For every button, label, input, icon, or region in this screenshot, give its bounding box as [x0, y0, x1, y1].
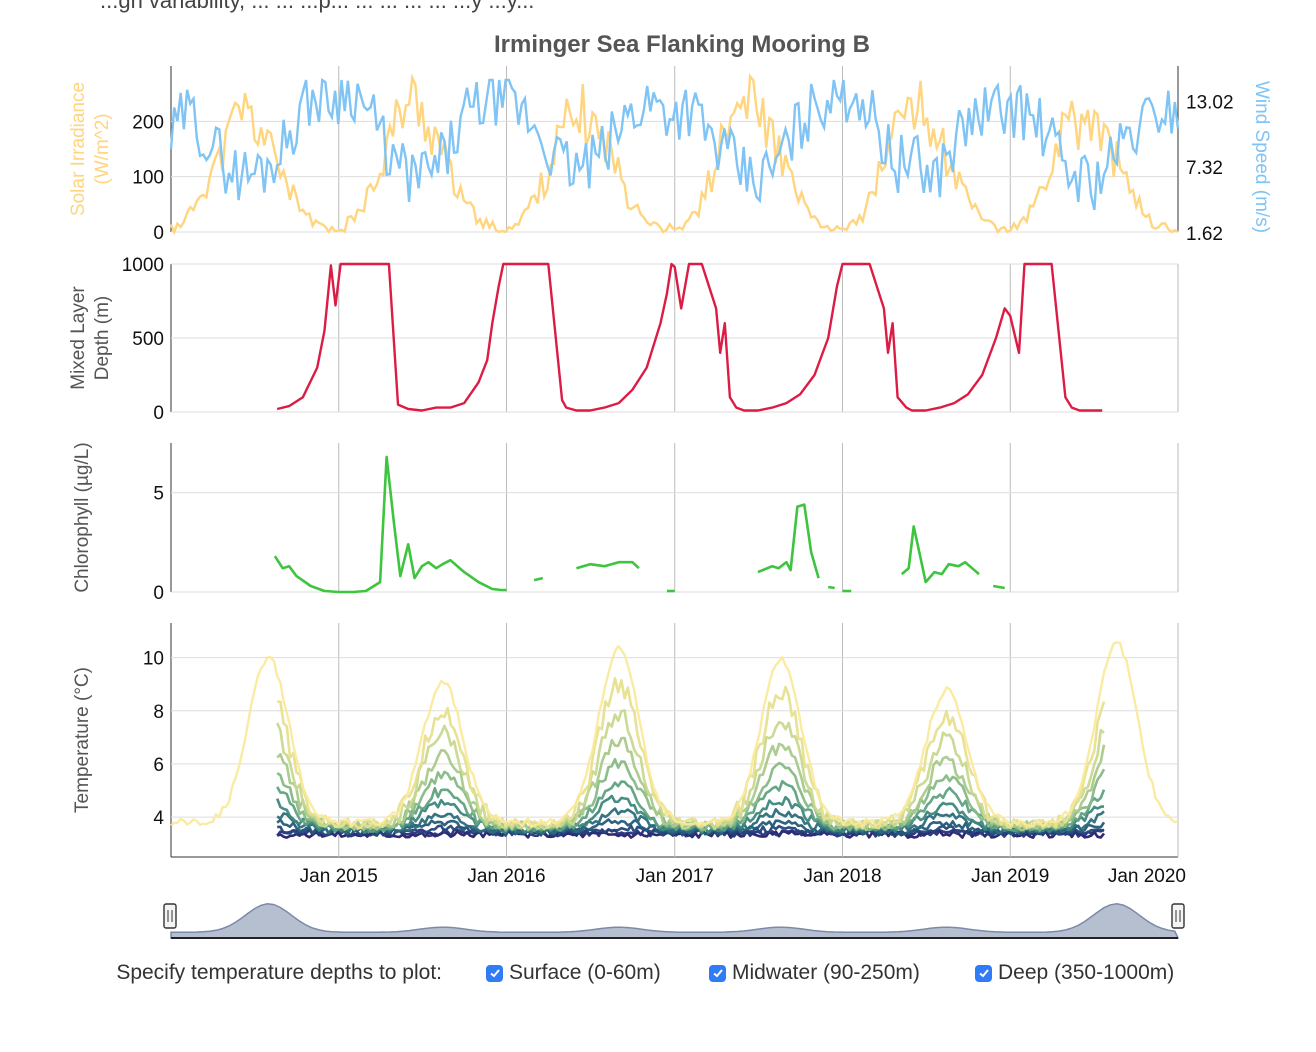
y-axis-label: Chlorophyll (µg/L) [72, 442, 93, 592]
surface-label: Surface (0-60m) [509, 961, 661, 984]
y2-tick-label: 7.32 [1186, 158, 1223, 179]
temperature-line-depth-8 [276, 807, 1105, 835]
navigator-left-handle[interactable] [163, 903, 177, 929]
y2-tick-label: 1.62 [1186, 224, 1223, 245]
mooring-chart: Irminger Sea Flanking Mooring B0100200So… [68, 31, 1272, 939]
x-tick-label: Jan 2017 [636, 866, 714, 887]
panel-chlorophyll: 0 5 Chlorophyll (µg/L) [72, 442, 1179, 604]
x-tick-label: Jan 2016 [467, 866, 545, 887]
chlorophyll-line [533, 576, 544, 582]
chlorophyll-line [757, 503, 820, 579]
y-tick-label: 0 [153, 403, 164, 424]
y-tick-label: 6 [153, 755, 164, 776]
deep-checkbox[interactable]: Deep (350-1000m) [975, 957, 1174, 989]
chart-title: Irminger Sea Flanking Mooring B [494, 31, 870, 58]
navigator-series [170, 903, 1180, 939]
temperature-line-depth-6 [276, 779, 1106, 833]
x-tick-label: Jan 2018 [803, 866, 881, 887]
y-tick-label: 1000 [122, 255, 164, 276]
y-tick-label: 500 [132, 329, 164, 350]
x-tick-label: Jan 2020 [1108, 866, 1186, 887]
y-axis-label: Solar Irradiance (W/m^2) [68, 82, 113, 216]
checkbox-checked-icon[interactable] [975, 964, 992, 982]
x-tick-label: Jan 2019 [971, 866, 1049, 887]
y-tick-label: 100 [132, 168, 164, 189]
deep-label: Deep (350-1000m) [998, 961, 1175, 984]
depth-controls: Specify temperature depths to plot: Surf… [0, 953, 1316, 1033]
x-tick-label: Jan 2015 [300, 866, 378, 887]
surface-checkbox[interactable]: Surface (0-60m) [486, 957, 661, 989]
temperature-line-depth-1 [170, 641, 1179, 828]
handle-grip[interactable] [163, 903, 177, 929]
chlorophyll-line [900, 525, 980, 584]
y2-tick-label: 13.02 [1186, 92, 1234, 113]
wind-speed-line [169, 77, 1180, 211]
y-tick-label: 8 [153, 702, 164, 723]
mixed-layer-depth-line [276, 262, 1103, 412]
y-tick-label: 200 [132, 112, 164, 133]
temperature-line-depth-2 [277, 677, 1106, 830]
chlorophyll-line [576, 560, 640, 570]
truncated-intro-text: ...gh variability, ... ... ...p... ... .… [100, 0, 535, 13]
y-tick-label: 5 [153, 484, 164, 505]
checkbox-checked-icon[interactable] [709, 964, 726, 982]
chlorophyll-line [992, 584, 1005, 590]
depth-prompt: Specify temperature depths to plot: [116, 961, 442, 984]
chlorophyll-line [273, 455, 507, 594]
navigator-right-handle[interactable] [1171, 903, 1185, 929]
y-tick-label: 10 [143, 649, 164, 670]
midwater-checkbox[interactable]: Midwater (90-250m) [709, 957, 920, 989]
y-tick-label: 0 [153, 223, 164, 244]
solar-irradiance-line [169, 73, 1179, 236]
chlorophyll-line [828, 585, 835, 590]
range-navigator [163, 903, 1185, 939]
handle-grip[interactable] [1171, 903, 1185, 929]
y-tick-label: 4 [153, 808, 164, 829]
y2-axis-label: Wind Speed (m/s) [1251, 81, 1272, 233]
y-axis-label: Mixed Layer Depth (m) [68, 286, 113, 390]
midwater-label: Midwater (90-250m) [732, 961, 920, 984]
y-tick-label: 0 [153, 583, 164, 604]
checkbox-checked-icon[interactable] [486, 964, 503, 982]
y-axis-label: Temperature (°C) [72, 667, 93, 813]
panel-mixed-layer: 0 500 1000 Mixed Layer Depth (m) [68, 255, 1179, 424]
